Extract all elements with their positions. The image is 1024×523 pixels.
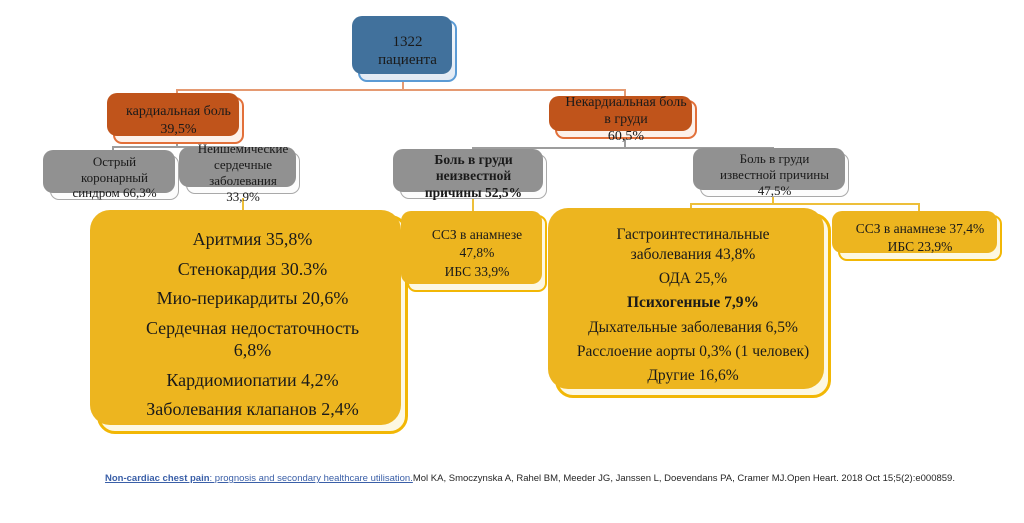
list-item: Дыхательные заболевания 6,5% (588, 318, 798, 336)
node-known-history-label: ССЗ в анамнезе 37,4% ИБС 23,9% (855, 220, 985, 254)
connector (690, 203, 919, 205)
list-item: Психогенные 7,9% (626, 294, 760, 312)
node-total-patients-label: 1322 пациента (378, 33, 437, 68)
node-nonischemic-label: Неишемические сердечные заболевания 33,9… (197, 141, 289, 204)
node-unknown-history-label: ССЗ в анамнезе 47,8% ИБС 33,9% (431, 227, 523, 279)
list-item: Расслоение аорты 0,3% (1 человек) (576, 343, 810, 361)
node-cardiac-breakdown: Аритмия 35,8% Стенокардия 30.3% Мио-пери… (90, 210, 408, 434)
citation-link-title: Non-cardiac chest pain (105, 473, 210, 484)
node-noncardiac-pain-label: Некардиальная боль в груди 60,5% (565, 94, 687, 145)
cardiac-breakdown-list: Аритмия 35,8% Стенокардия 30.3% Мио-пери… (136, 221, 369, 428)
list-item: Другие 16,6% (647, 367, 739, 385)
list-item: Кардиомиопатии 4,2% (166, 369, 339, 390)
connector (772, 195, 774, 203)
node-cardiac-pain: кардиальная боль 39,5% (107, 93, 244, 144)
list-item: Аритмия 35,8% (192, 229, 313, 250)
connector (176, 89, 625, 91)
connector (112, 146, 243, 148)
connector (402, 78, 404, 89)
node-unknown-cause-pain: Боль в груди неизвестной причины 52,5% (393, 149, 547, 200)
list-item: Мио-перикардиты 20,6% (156, 288, 349, 309)
node-known-history: ССЗ в анамнезе 37,4% ИБС 23,9% (832, 211, 1002, 261)
citation-reference: Mol KA, Smoczynska A, Rahel BM, Meeder J… (412, 473, 955, 484)
node-known-breakdown: Гастроинтестинальные заболевания 43,8% О… (548, 208, 831, 398)
connector (918, 203, 920, 216)
citation-link[interactable]: Non-cardiac chest pain: prognosis and se… (105, 473, 413, 484)
node-acs-label: Острый коронарный синдром 66,3% (72, 153, 157, 201)
node-unknown-history: ССЗ в анамнезе 47,8% ИБС 33,9% (401, 211, 547, 292)
node-noncardiac-pain: Некардиальная боль в груди 60,5% (549, 95, 697, 144)
citation: Non-cardiac chest pain: prognosis and se… (105, 473, 955, 484)
list-item: Стенокардия 30.3% (177, 258, 328, 279)
connector (624, 89, 626, 101)
node-nonischemic-diseases: Неишемические сердечные заболевания 33,9… (179, 141, 300, 204)
list-item: Заболевания клапанов 2,4% (146, 399, 359, 420)
node-unknown-cause-label: Боль в груди неизвестной причины 52,5% (424, 151, 523, 200)
list-item: Гастроинтестинальные заболевания 43,8% (616, 226, 770, 263)
node-known-cause-pain: Боль в груди известной причины 47,5% (693, 148, 849, 198)
connector (624, 135, 626, 147)
node-cardiac-pain-label: кардиальная боль 39,5% (126, 104, 231, 137)
connector (242, 198, 244, 215)
node-known-cause-label: Боль в груди известной причины 47,5% (720, 151, 829, 198)
known-breakdown-list: Гастроинтестинальные заболевания 43,8% О… (567, 220, 819, 391)
list-item: Сердечная недостаточность 6,8% (145, 317, 360, 361)
connector (472, 147, 773, 149)
connector (472, 197, 474, 215)
citation-link-subtitle: : prognosis and secondary healthcare uti… (209, 473, 413, 484)
node-total-patients: 1322 пациента (352, 16, 457, 82)
list-item: ОДА 25,% (658, 269, 728, 287)
node-acute-coronary-syndrome: Острый коронарный синдром 66,3% (43, 150, 179, 201)
